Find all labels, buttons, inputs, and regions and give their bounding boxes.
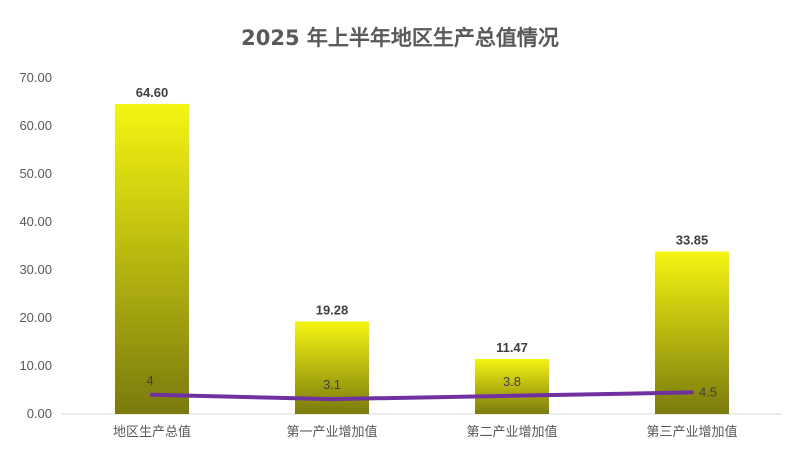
line-point — [510, 393, 514, 398]
x-category-label: 第三产业增加值 — [646, 424, 737, 440]
bar-value-label: 11.47 — [496, 340, 528, 355]
line-path — [151, 390, 693, 402]
y-axis-ticks: 0.00 10.00 20.00 30.00 40.00 50.00 60.00 70.00 — [19, 70, 52, 421]
y-tick-label: 40.00 — [19, 214, 52, 229]
y-tick-label: 60.00 — [19, 118, 52, 133]
y-tick-label: 10.00 — [19, 358, 52, 373]
bar-value-label: 64.60 — [136, 85, 169, 100]
line-value-label: 4.5 — [699, 384, 717, 399]
y-tick-label: 70.00 — [19, 70, 52, 85]
line-value-label: 4 — [146, 373, 153, 388]
chart-title: 2025 年上半年地区生产总值情况 — [241, 26, 559, 50]
bar-series: 64.60 19.28 11.47 33.85 — [115, 85, 729, 415]
y-tick-label: 30.00 — [19, 262, 52, 277]
bar — [655, 251, 729, 414]
bar-value-label: 19.28 — [316, 302, 349, 317]
y-tick-label: 0.00 — [27, 406, 52, 421]
x-category-label: 第一产业增加值 — [286, 424, 377, 440]
bar — [115, 103, 189, 415]
line-point — [150, 392, 154, 397]
x-category-label: 地区生产总值 — [113, 424, 191, 440]
line-point — [330, 397, 334, 402]
line-point — [690, 390, 694, 395]
y-tick-label: 20.00 — [19, 310, 52, 325]
bar — [475, 358, 549, 414]
bar-value-label: 33.85 — [676, 233, 709, 248]
x-axis-categories: 地区生产总值 第一产业增加值 第二产业增加值 第三产业增加值 — [113, 424, 738, 440]
y-tick-label: 50.00 — [19, 166, 52, 181]
x-category-label: 第二产业增加值 — [466, 424, 557, 440]
line-value-label: 3.1 — [323, 377, 341, 392]
line-series: 4 3.1 3.8 4.5 — [146, 373, 717, 402]
line-value-label: 3.8 — [503, 374, 521, 389]
